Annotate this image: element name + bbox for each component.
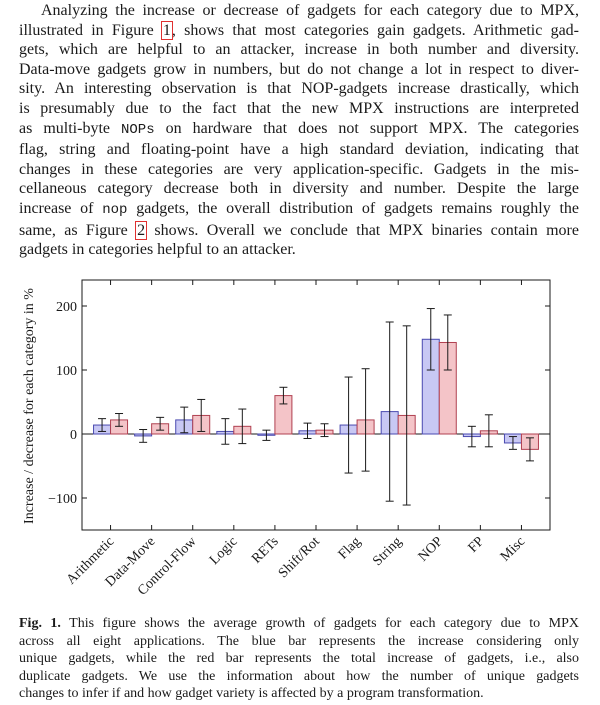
x-tick-label: Logic xyxy=(207,534,241,568)
paragraph-line: as multi-byte NOPs on hardware that does… xyxy=(19,119,579,138)
x-tick-label: RETs xyxy=(249,534,281,566)
caption-line: across all eight applications. The blue … xyxy=(19,633,579,649)
inline-code: NOPs xyxy=(120,121,155,138)
caption-line: Fig. 1. This figure shows the average gr… xyxy=(19,616,579,631)
y-tick-label: 100 xyxy=(56,364,77,379)
body-paragraph: Analyzing the increase or decrease of ga… xyxy=(19,1,579,260)
paragraph-line: gadgets in categories helpful to an atta… xyxy=(19,241,296,259)
x-tick-label: Misc xyxy=(498,534,528,564)
x-tick-label: FP xyxy=(466,534,488,556)
caption-label: Fig. 1. xyxy=(19,616,61,631)
paragraph-line: changes in these categories are very app… xyxy=(19,160,579,178)
caption-line: unique gadgets, while the red bar repres… xyxy=(19,651,579,666)
x-tick-label: Shift/Rot xyxy=(276,534,323,581)
caption-line: changes to infer if and how gadget varie… xyxy=(19,686,484,701)
inline-code: nop xyxy=(102,201,128,218)
x-tick-label: Flag xyxy=(336,534,364,562)
paragraph-line: is presumably due to the fact that the n… xyxy=(19,99,579,117)
y-axis-label: Increase / decrease for each category in… xyxy=(22,288,37,524)
figure-ref-link[interactable]: 2 xyxy=(135,220,148,240)
y-tick-label: −100 xyxy=(48,492,77,507)
paragraph-line: sity. An interesting observation is that… xyxy=(19,80,579,98)
paragraph-line: illustrated in Figure 1, shows that most… xyxy=(19,20,580,40)
plot-frame xyxy=(81,279,551,531)
paragraph-line: Analyzing the increase or decrease of ga… xyxy=(41,2,579,19)
x-tick-label: NOP xyxy=(416,534,447,565)
y-tick-label: 0 xyxy=(70,428,77,443)
figure-ref-link[interactable]: 1 xyxy=(160,20,173,40)
y-tick-label: 200 xyxy=(56,300,77,315)
paragraph-line: cellaneous category decrease both in div… xyxy=(19,180,579,198)
paragraph-line: gets, which are helpful to an attacker, … xyxy=(19,41,579,59)
paragraph-line: same, as Figure 2 shows. Overall we conc… xyxy=(19,220,579,240)
figure-caption: Fig. 1. This figure shows the average gr… xyxy=(19,615,579,703)
paragraph-line: Data-move gadgets grow in numbers, but d… xyxy=(19,60,579,78)
caption-line: duplicate gadgets. We use the informatio… xyxy=(19,668,579,684)
bar-chart: Increase / decrease for each category in… xyxy=(22,279,551,599)
paragraph-line: flag, string and floating-point have a h… xyxy=(19,141,579,159)
x-tick-label: String xyxy=(370,534,405,569)
paragraph-line: increase of nop gadgets, the overall dis… xyxy=(19,199,579,218)
